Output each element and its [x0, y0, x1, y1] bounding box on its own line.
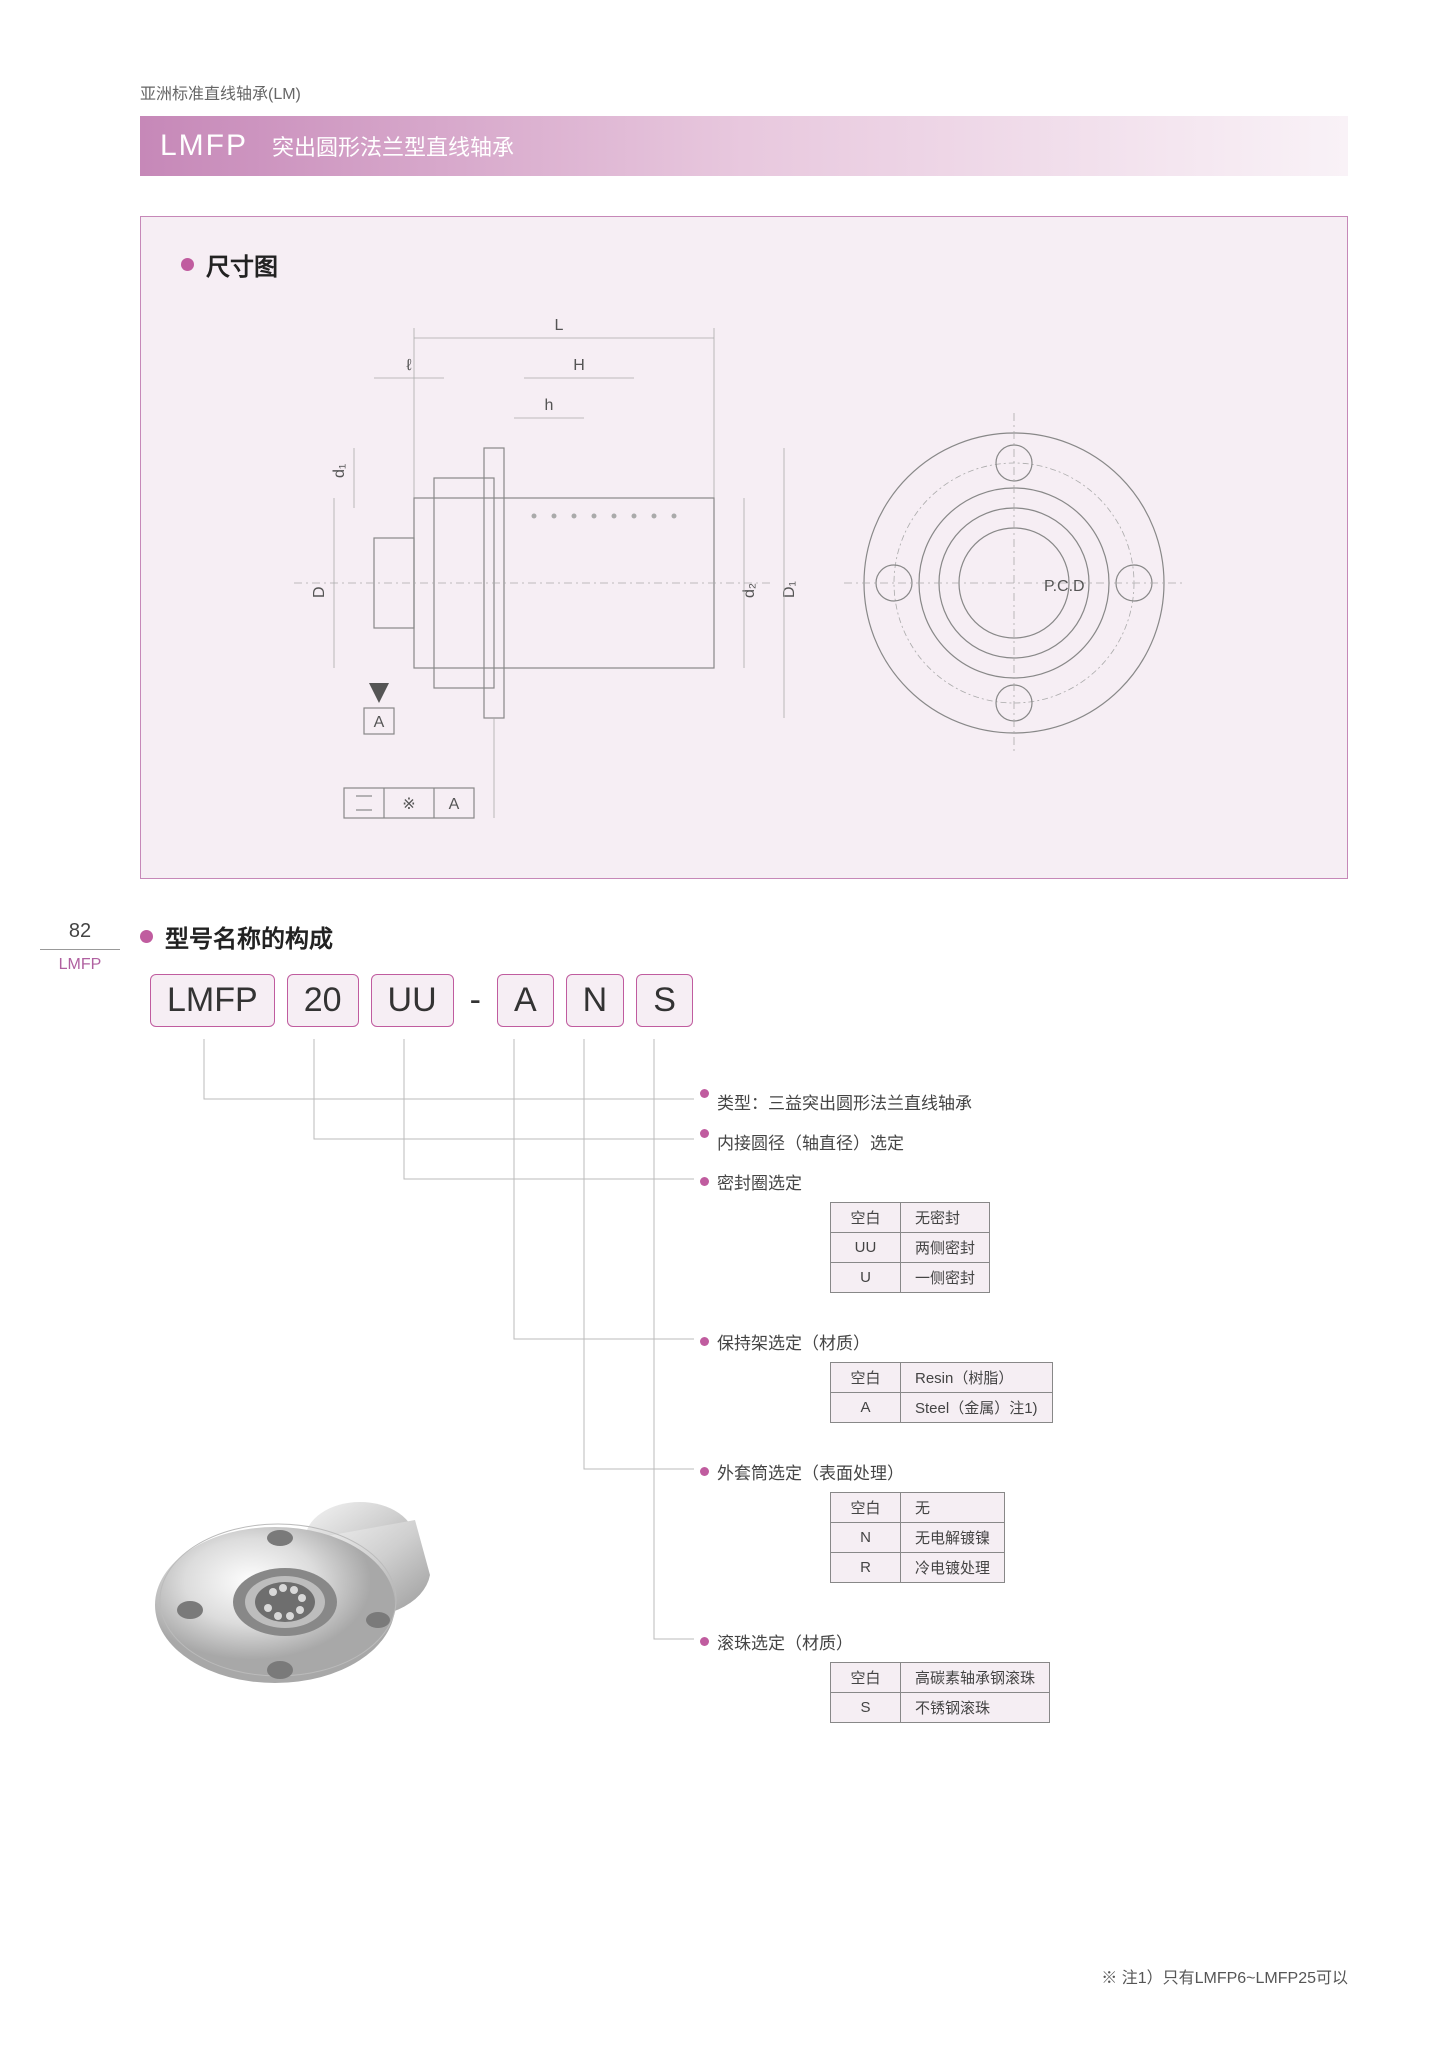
title-desc: 突出圆形法兰型直线轴承 [272, 130, 514, 162]
title-bar: LMFP 突出圆形法兰型直线轴承 [140, 116, 1348, 176]
model-part-lmfp: LMFP [150, 974, 275, 1027]
bullet-icon [700, 1337, 709, 1346]
svg-text:※: ※ [402, 796, 415, 813]
explain-ball: 滚珠选定（材质） [717, 1629, 853, 1654]
model-part-a: A [497, 974, 554, 1027]
svg-text:h: h [545, 397, 554, 414]
table-ball: 空白高碳素轴承钢滚珠 S不锈钢滚珠 [830, 1662, 1050, 1723]
svg-text:D₁: D₁ [781, 581, 798, 598]
bullet-icon [700, 1637, 709, 1646]
explain-type: 类型：三益突出圆形法兰直线轴承 [717, 1089, 972, 1114]
svg-text:H: H [573, 357, 585, 374]
bullet-icon [140, 930, 153, 943]
model-part-20: 20 [287, 974, 359, 1027]
svg-text:D: D [311, 586, 328, 598]
svg-text:L: L [555, 317, 564, 334]
product-render [130, 1420, 490, 1720]
table-seal: 空白无密封 UU两侧密封 U一侧密封 [830, 1202, 990, 1293]
bullet-icon [700, 1089, 709, 1098]
page-number: 82 LMFP [40, 920, 120, 974]
bullet-icon [700, 1467, 709, 1476]
model-dash: - [466, 974, 485, 1027]
svg-text:A: A [449, 796, 460, 813]
bullet-icon [700, 1129, 709, 1138]
dimension-drawing: L ℓ H h [181, 298, 1307, 858]
explain-bore: 内接圆径（轴直径）选定 [717, 1129, 904, 1154]
table-retainer: 空白Resin（树脂） ASteel（金属）注1) [830, 1362, 1053, 1423]
breadcrumb: 亚洲标准直线轴承(LM) [140, 80, 1348, 104]
svg-text:A: A [374, 714, 385, 731]
model-boxes: LMFP 20 UU - A N S [150, 974, 1348, 1027]
explain-seal: 密封圈选定 [717, 1169, 802, 1194]
title-code: LMFP [160, 129, 248, 163]
table-sleeve: 空白无 N无电解镀镍 R冷电镀处理 [830, 1492, 1005, 1583]
section-dim-label: 尺寸图 [206, 247, 278, 282]
svg-text:d₂: d₂ [741, 583, 758, 598]
model-part-n: N [566, 974, 625, 1027]
model-part-s: S [636, 974, 693, 1027]
section-model-label: 型号名称的构成 [165, 919, 333, 954]
svg-text:P.C.D: P.C.D [1044, 578, 1085, 595]
svg-text:d₁: d₁ [331, 464, 348, 478]
model-part-uu: UU [371, 974, 454, 1027]
svg-text:ℓ: ℓ [406, 357, 411, 374]
explain-sleeve: 外套筒选定（表面处理） [717, 1459, 904, 1484]
footnote: ※ 注1）只有LMFP6~LMFP25可以 [1101, 1964, 1348, 1988]
bullet-icon [181, 258, 194, 271]
explain-retainer: 保持架选定（材质） [717, 1329, 870, 1354]
dimension-panel: 尺寸图 L ℓ H h [140, 216, 1348, 879]
bullet-icon [700, 1177, 709, 1186]
